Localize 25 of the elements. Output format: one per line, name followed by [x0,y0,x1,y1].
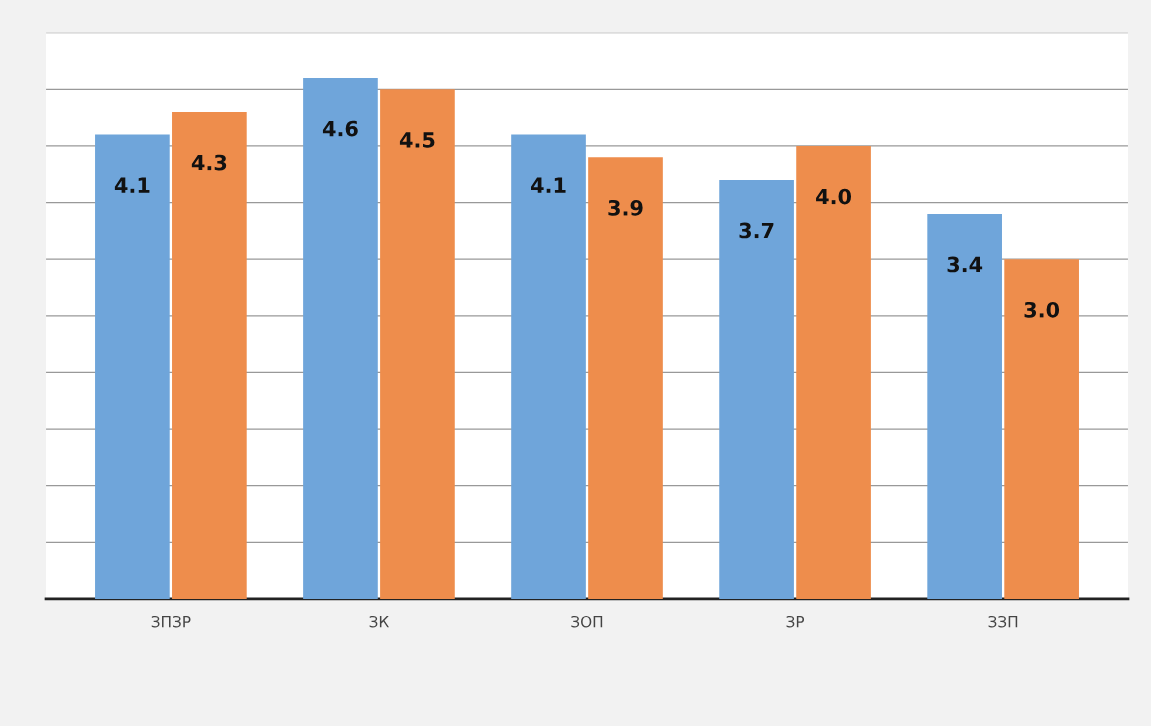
x-tick-label: ЗР [786,615,805,628]
bar [796,145,871,599]
data-label: 4.3 [191,154,227,171]
data-label: 3.0 [1024,301,1060,318]
bar [588,157,663,599]
bar [719,179,794,599]
bar [927,213,1002,599]
data-label: 3.9 [608,199,643,216]
data-label: 4.0 [816,188,852,205]
data-label: 4.6 [322,120,358,137]
bar [95,134,170,599]
x-tick-label: ЗОП [571,615,603,628]
x-tick-label: ЗПЗР [151,615,191,628]
data-label: 3.7 [739,222,774,239]
data-label: 4.5 [399,132,435,148]
bar [172,111,247,599]
data-label: 3.4 [947,256,983,273]
bar [511,134,586,599]
bar [1004,259,1079,599]
data-label: 4.1 [531,177,566,193]
bar [380,89,455,599]
bar [303,77,378,599]
x-tick-label: ЗЗП [988,615,1018,628]
x-tick-label: ЗК [369,615,389,628]
data-label: 4.1 [114,177,150,193]
